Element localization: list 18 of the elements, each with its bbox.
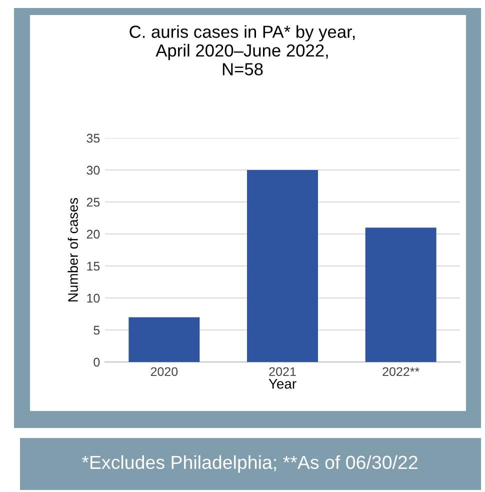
y-tick-label: 25 [86, 198, 100, 207]
text: *Excludes Philadelphia; **As of 06/30/22 [82, 455, 418, 473]
bar [128, 317, 200, 362]
bar [247, 170, 318, 362]
y-tick-label: 10 [87, 294, 100, 303]
y-tick-label: 0 [94, 358, 100, 367]
x-tick-label: 2022** [382, 367, 420, 376]
x-tick-label: 2021 [269, 367, 296, 376]
y-tick-label: 5 [94, 326, 100, 335]
y-tick-label: 35 [86, 134, 100, 143]
x-tick-label: 2020 [150, 367, 178, 376]
bar [365, 228, 436, 362]
x-axis-title: Year [268, 379, 296, 389]
y-tick-label: 15 [87, 262, 100, 271]
chart-title: C. auris cases in PA* by year, April 2020–June 2022, N=58 [130, 25, 355, 76]
y-tick-label: 20 [86, 230, 100, 239]
y-axis-title: Number of cases [68, 198, 78, 302]
y-tick-label: 30 [86, 166, 100, 175]
